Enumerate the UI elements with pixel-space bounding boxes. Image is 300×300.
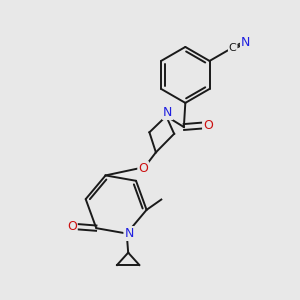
Text: N: N <box>124 227 134 240</box>
Text: C: C <box>229 43 237 53</box>
Text: N: N <box>241 36 250 49</box>
Text: O: O <box>138 162 148 175</box>
Text: O: O <box>67 220 77 232</box>
Text: O: O <box>203 119 213 132</box>
Text: N: N <box>163 106 172 119</box>
